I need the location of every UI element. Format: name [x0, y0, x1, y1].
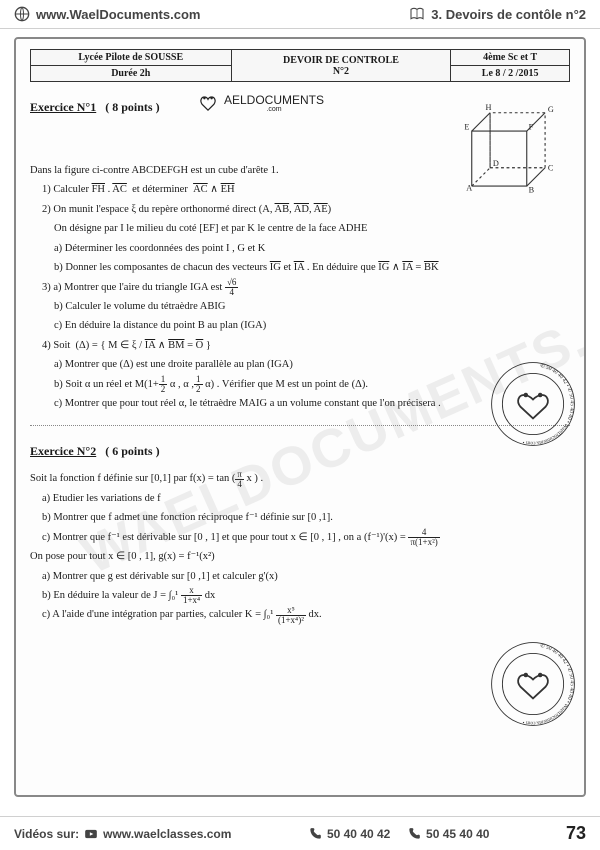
brand-logo: AELDOCUMENTS .com — [196, 91, 324, 115]
footer-page: 73 — [566, 823, 586, 844]
brand-name: AELDOCUMENTS — [224, 93, 324, 107]
school-cell: Lycée Pilote de SOUSSE — [31, 50, 232, 66]
circular-stamp-1: ✆ 50 40 40 42 • ✆ 50 45 40 40 • WaelDocu… — [488, 359, 578, 449]
breadcrumb-text: 3. Devoirs de contôle n°2 — [431, 7, 586, 22]
exam-title: DEVOIR DE CONTROLE — [283, 55, 399, 66]
footer-videos: Vidéos sur: www.waelclasses.com — [14, 827, 231, 841]
ex2-label: Exercice N°2 — [30, 444, 96, 458]
footer-phones: 50 40 40 42 50 45 40 40 — [308, 827, 489, 841]
class-cell: 4ème Sc et T — [451, 50, 570, 66]
brand-sub: .com — [224, 106, 324, 113]
page-frame: Lycée Pilote de SOUSSE DEVOIR DE CONTROL… — [14, 37, 586, 797]
cube-figure: A B C D E F G H — [458, 99, 568, 209]
date-cell: Le 8 / 2 /2015 — [451, 66, 570, 82]
page-number: 73 — [566, 823, 586, 844]
svg-text:✆ 50 40 40 42 • ✆ 50 45 40 40: ✆ 50 40 40 42 • ✆ 50 45 40 40 • WaelDocu… — [522, 363, 575, 446]
ex2-points: ( 6 points ) — [105, 444, 159, 458]
ex2-b: b) Montrer que f admet une fonction réci… — [30, 508, 570, 527]
cube-label-b: B — [529, 186, 535, 195]
ex2-intro: Soit la fonction f définie sur [0,1] par… — [30, 469, 570, 488]
ex2-gb: b) En déduire la valeur de J = ∫₀¹ x1+x⁴… — [30, 586, 570, 605]
cube-label-f: F — [529, 122, 534, 131]
play-icon — [84, 827, 98, 841]
cube-label-a: A — [466, 184, 472, 193]
cube-label-e: E — [464, 122, 469, 131]
exam-header-table: Lycée Pilote de SOUSSE DEVOIR DE CONTROL… — [30, 49, 570, 82]
ex1-q4: 4) Soit (Δ) = { M ∈ ξ / IA ∧ BM = O } — [30, 336, 570, 355]
top-site: www.WaelDocuments.com — [14, 6, 200, 22]
book-icon — [409, 6, 425, 22]
svg-text:✆ 50 40 40 42 • ✆ 50 45 40 40: ✆ 50 40 40 42 • ✆ 50 45 40 40 • WaelDocu… — [522, 643, 575, 726]
breadcrumb: 3. Devoirs de contôle n°2 — [409, 6, 586, 22]
footer-phone2: 50 45 40 40 — [426, 827, 489, 841]
ex2-gc: c) A l'aide d'une intégration par partie… — [30, 605, 570, 624]
bottom-bar: Vidéos sur: www.waelclasses.com 50 40 40… — [0, 816, 600, 850]
footer-site: www.waelclasses.com — [103, 827, 231, 841]
footer-phone1: 50 40 40 42 — [327, 827, 390, 841]
ex1-q3b: b) Calculer le volume du tétraèdre ABIG — [30, 297, 570, 316]
phone-icon-2 — [407, 827, 421, 841]
exam-subtitle: N°2 — [333, 66, 349, 77]
ex1-q3a: 3) a) Montrer que l'aire du triangle IGA… — [30, 278, 570, 297]
ex1-q3c: c) En déduire la distance du point B au … — [30, 316, 570, 335]
globe-icon — [14, 6, 30, 22]
ex2-a: a) Etudier les variations de f — [30, 489, 570, 508]
ex2-g: On pose pour tout x ∈ [0 , 1], g(x) = f⁻… — [30, 547, 570, 566]
ex2-body: Soit la fonction f définie sur [0,1] par… — [30, 469, 570, 624]
heart-logo-icon — [196, 91, 220, 115]
site-url: www.WaelDocuments.com — [36, 7, 200, 22]
ex2-c: c) Montrer que f⁻¹ est dérivable sur [0 … — [30, 528, 570, 547]
ex1-points: ( 8 points ) — [105, 100, 159, 114]
ex1-label: Exercice N°1 — [30, 100, 96, 114]
cube-label-d: D — [493, 159, 499, 168]
title-cell: DEVOIR DE CONTROLE N°2 — [231, 50, 451, 82]
ex2-ga: a) Montrer que g est dérivable sur [0 ,1… — [30, 567, 570, 586]
ex1-q2-desc: On désigne par I le milieu du coté [EF] … — [30, 219, 570, 238]
videos-label: Vidéos sur: — [14, 827, 79, 841]
cube-label-c: C — [548, 164, 554, 173]
ex1-q2b: b) Donner les composantes de chacun des … — [30, 258, 570, 277]
cube-label-h: H — [486, 103, 492, 112]
top-bar: www.WaelDocuments.com 3. Devoirs de cont… — [0, 0, 600, 29]
circular-stamp-2: ✆ 50 40 40 42 • ✆ 50 45 40 40 • WaelDocu… — [488, 639, 578, 729]
duration-cell: Durée 2h — [31, 66, 232, 82]
ex1-q2a: a) Déterminer les coordonnées des point … — [30, 239, 570, 258]
phone-icon — [308, 827, 322, 841]
cube-label-g: G — [548, 105, 554, 114]
